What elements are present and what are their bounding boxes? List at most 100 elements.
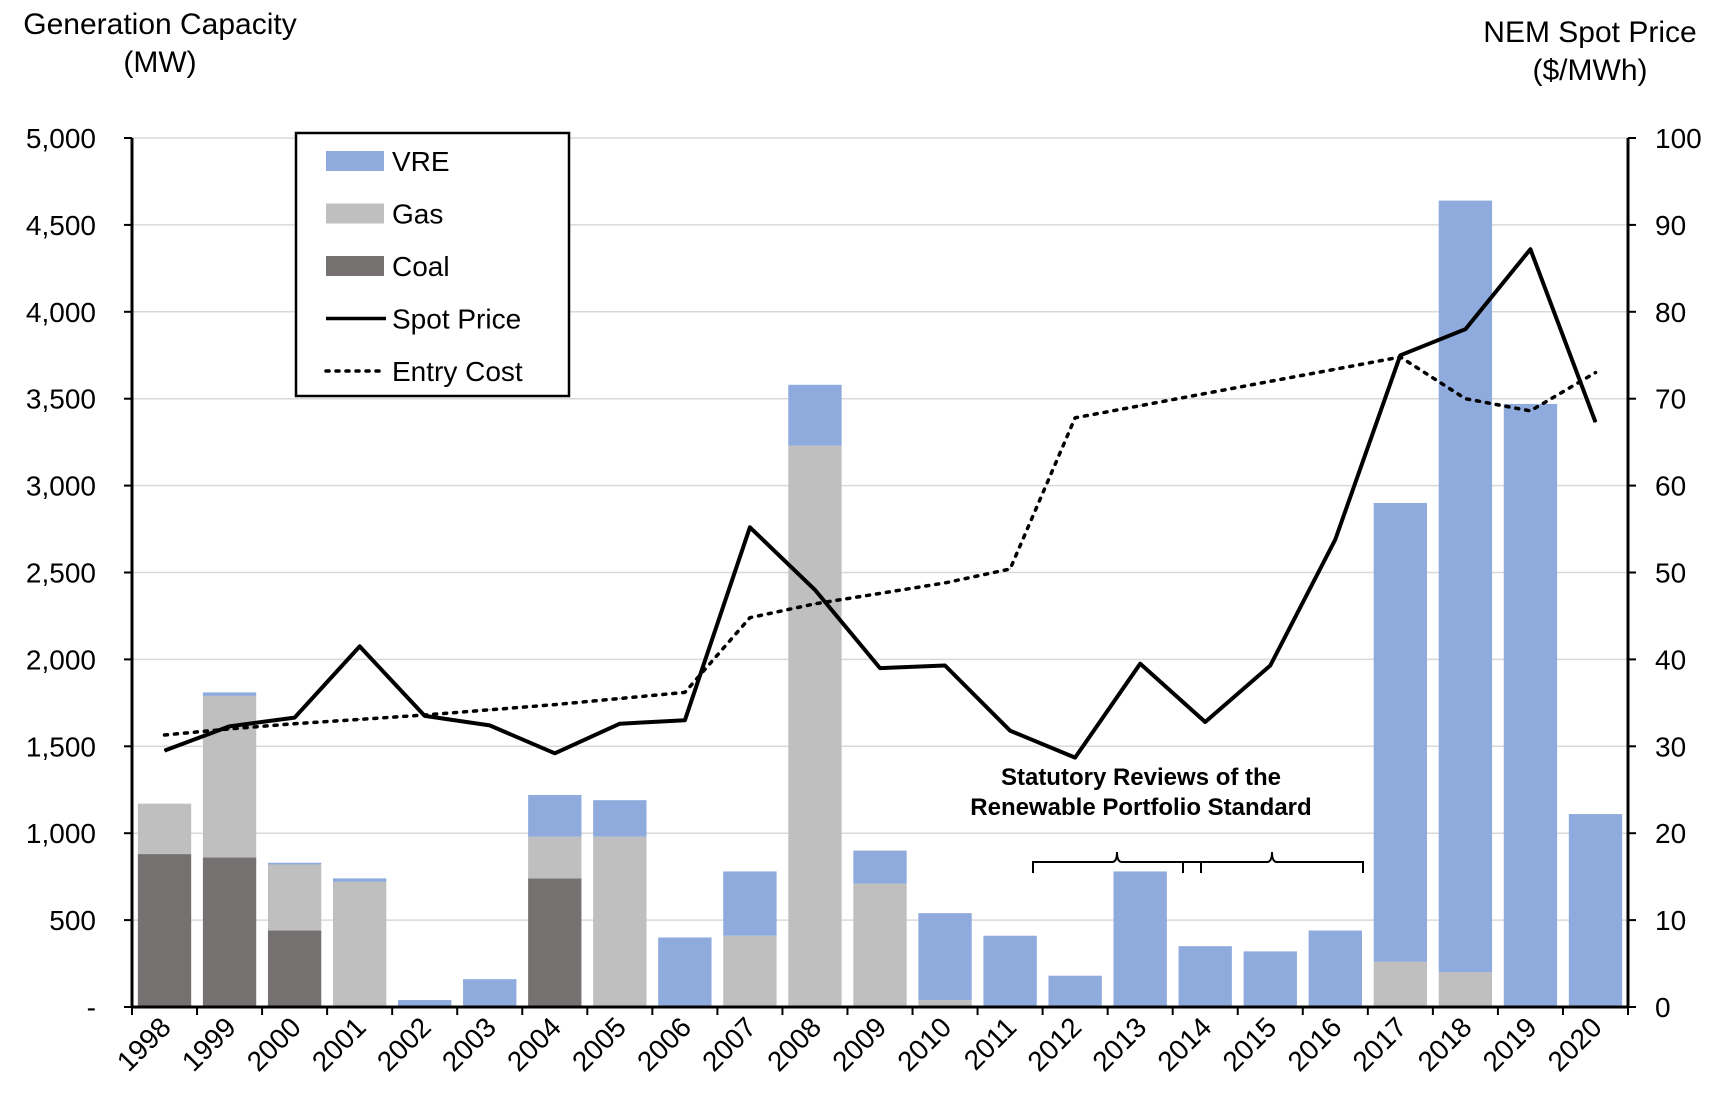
annotation: Statutory Reviews of the Renewable Portf… [970, 764, 1364, 873]
left-tick-label: 2,500 [26, 558, 96, 589]
point-entry-cost-1998 [164, 734, 166, 736]
bar-gas-2008 [788, 445, 842, 1008]
point-spot-price-2012 [1074, 757, 1076, 759]
point-entry-cost-2020 [1594, 372, 1596, 374]
bar-vre-2017 [1373, 502, 1428, 962]
point-spot-price-2015 [1269, 664, 1271, 666]
bar-gas-2007 [723, 935, 777, 1007]
bar-vre-1999 [202, 692, 257, 696]
x-tick-label: 2011 [958, 1011, 1023, 1076]
bar-vre-2019 [1503, 403, 1558, 1007]
point-entry-cost-2014 [1204, 392, 1206, 394]
point-entry-cost-2018 [1464, 398, 1466, 400]
point-entry-cost-2010 [944, 582, 946, 584]
point-spot-price-1998 [164, 750, 166, 752]
point-entry-cost-2007 [749, 617, 751, 619]
right-tick-label: 40 [1655, 644, 1686, 675]
bar-gas-2000 [267, 864, 322, 931]
x-tick-label: 2019 [1477, 1011, 1543, 1077]
bar-gas-2001 [332, 881, 387, 1007]
bar-gas-1999 [202, 695, 257, 858]
bar-gas-2004 [528, 836, 582, 879]
x-tick-label: 2010 [891, 1011, 957, 1077]
right-axis-title-line-1: NEM Spot Price [1483, 16, 1697, 49]
point-spot-price-2013 [1139, 663, 1141, 665]
bar-vre-2015 [1243, 951, 1297, 1007]
legend-swatch-vre [326, 151, 384, 171]
point-spot-price-2014 [1204, 721, 1206, 723]
bar-vre-2018 [1438, 200, 1493, 973]
point-entry-cost-2003 [489, 709, 491, 711]
x-tick-label: 2013 [1086, 1011, 1152, 1077]
left-tick-label: - [87, 992, 96, 1023]
legend: VRE Gas Coal Spot Price Entry Cost [294, 131, 571, 398]
x-tick-label: 2003 [436, 1011, 502, 1077]
x-tick-label: 2020 [1542, 1011, 1608, 1077]
point-entry-cost-2009 [879, 592, 881, 594]
point-entry-cost-2001 [359, 718, 361, 720]
x-tick-label: 1998 [111, 1011, 177, 1077]
right-tick-label: 10 [1655, 905, 1686, 936]
bar-vre-2005 [593, 800, 647, 837]
right-tick-label: 80 [1655, 297, 1686, 328]
x-tick-label: 2007 [696, 1011, 762, 1077]
x-tick-label: 2006 [631, 1011, 697, 1077]
point-entry-cost-2006 [684, 691, 686, 693]
point-entry-cost-2013 [1139, 405, 1141, 407]
bar-vre-2020 [1568, 814, 1623, 1007]
left-tick-label: 500 [49, 905, 96, 936]
bar-vre-2011 [983, 935, 1037, 1007]
left-tick-label: 1,000 [26, 818, 96, 849]
left-tick-label: 1,500 [26, 731, 96, 762]
bar-coal-2000 [267, 930, 322, 1007]
bar-gas-2005 [593, 836, 647, 1007]
legend-label-coal: Coal [392, 251, 450, 282]
x-tick-label: 1999 [176, 1011, 242, 1077]
lines [162, 247, 1598, 760]
point-entry-cost-2017 [1399, 356, 1401, 358]
right-tick-label: 90 [1655, 210, 1686, 241]
legend-swatch-coal [326, 256, 384, 276]
bar-vre-2008 [788, 384, 842, 446]
point-spot-price-2019 [1529, 248, 1531, 250]
right-tick-label: 100 [1655, 123, 1702, 154]
legend-label-gas: Gas [392, 199, 443, 230]
right-tick-label: 70 [1655, 384, 1686, 415]
bracket-2014-2015 [1182, 851, 1364, 873]
left-tick-label: 3,500 [26, 384, 96, 415]
point-entry-cost-2015 [1269, 380, 1271, 382]
bar-vre-2001 [332, 878, 387, 882]
point-entry-cost-2016 [1334, 368, 1336, 370]
left-axis-title: Generation Capacity (MW) [0, 6, 320, 82]
annotation-line-1: Statutory Reviews of the [1001, 764, 1281, 791]
left-tick-label: 4,000 [26, 297, 96, 328]
bar-vre-2002 [398, 1000, 452, 1007]
x-tick-label: 2016 [1282, 1011, 1348, 1077]
point-spot-price-2007 [749, 526, 751, 528]
right-axis-title-line-2: ($/MWh) [1532, 54, 1648, 87]
x-tick-label: 2014 [1151, 1011, 1217, 1077]
point-entry-cost-2002 [424, 714, 426, 716]
point-spot-price-2010 [944, 664, 946, 666]
left-tick-label: 5,000 [26, 123, 96, 154]
x-tick-label: 2015 [1217, 1011, 1283, 1077]
point-entry-cost-2012 [1074, 417, 1076, 419]
bar-gas-1998 [137, 803, 192, 855]
point-entry-cost-2019 [1529, 410, 1531, 412]
bar-vre-2007 [723, 871, 777, 936]
x-tick-label: 2005 [566, 1011, 632, 1077]
bar-coal-1999 [202, 857, 257, 1007]
left-axis-title-line-1: Generation Capacity [23, 8, 297, 41]
point-spot-price-2001 [359, 645, 361, 647]
left-tick-label: 2,000 [26, 644, 96, 675]
bar-gas-2018 [1438, 972, 1493, 1007]
bar-gas-2010 [918, 1000, 972, 1007]
point-spot-price-2008 [814, 589, 816, 591]
bar-vre-2016 [1308, 930, 1362, 1007]
point-spot-price-2003 [489, 724, 491, 726]
bracket-2012-2013 [1032, 851, 1202, 873]
right-tick-label: 50 [1655, 558, 1686, 589]
point-entry-cost-1999 [229, 728, 231, 730]
bar-coal-2004 [528, 878, 582, 1007]
